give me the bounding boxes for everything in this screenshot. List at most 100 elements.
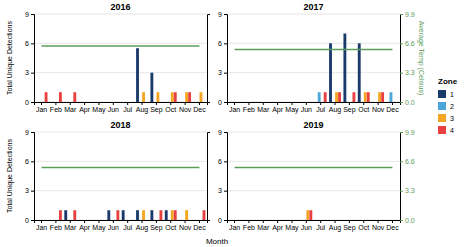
tick-label: Jan [36, 106, 47, 113]
bar [82, 220, 85, 221]
tick-mark [248, 220, 249, 223]
bar [174, 92, 177, 102]
bar [329, 220, 332, 221]
tick: Sep [150, 220, 163, 232]
bar [372, 220, 375, 221]
bar [42, 220, 45, 221]
bar [272, 220, 275, 221]
tick-mark [224, 102, 227, 103]
bar [88, 102, 91, 103]
bar-series [306, 210, 309, 220]
bar [292, 102, 295, 103]
tick-label: 0.0 [405, 99, 415, 106]
plot-area [235, 168, 393, 220]
bar [275, 220, 278, 221]
bar-series [142, 92, 202, 102]
bar [238, 220, 241, 221]
tick-label: 0 [25, 217, 29, 224]
bar [303, 220, 306, 221]
tick-label: 3.3 [405, 69, 415, 76]
tick-mark [400, 191, 403, 192]
bar [128, 220, 131, 221]
bar [125, 220, 128, 221]
tick-mark [224, 161, 227, 162]
legend-swatch [438, 114, 446, 122]
tick: Jul [123, 220, 132, 231]
tick-mark [349, 102, 350, 105]
bar [153, 102, 156, 103]
bar [197, 220, 200, 221]
bar [128, 102, 131, 103]
panel: JanFebMarAprMayJunJulAugSepOctNovDec0369 [25, 11, 210, 114]
tick: 3 [25, 187, 34, 194]
tick: Oct [165, 220, 176, 231]
bar [200, 220, 203, 221]
tick: 3 [25, 69, 34, 76]
axis-line [228, 103, 401, 106]
tick-label: Apr [79, 224, 91, 232]
bar [96, 102, 99, 103]
bar [346, 102, 349, 103]
bar [361, 220, 364, 221]
bar [306, 102, 309, 103]
tick-mark [41, 102, 42, 105]
bar [171, 92, 174, 102]
tick-label: Feb [243, 106, 255, 113]
tick-mark [277, 220, 278, 223]
grid [227, 132, 400, 220]
tick-label: Apr [272, 224, 284, 232]
tick-mark [234, 102, 235, 105]
bar [246, 102, 249, 103]
bar [79, 102, 82, 103]
tick-mark [170, 102, 171, 105]
tick-label: Apr [272, 106, 284, 114]
axis-line [31, 133, 35, 221]
tick-mark [400, 220, 403, 221]
tick-mark [234, 220, 235, 223]
bar [390, 92, 393, 102]
bar-series [324, 92, 384, 102]
bar [131, 102, 134, 103]
legend-label: 3 [450, 115, 454, 122]
bar [85, 220, 88, 221]
bar [153, 220, 156, 221]
bar [300, 220, 303, 221]
bar [263, 102, 266, 103]
bar [142, 92, 145, 102]
grid [34, 14, 207, 102]
bar [343, 220, 346, 221]
axis-line [224, 15, 228, 103]
panel-title: 2017 [303, 2, 323, 12]
bar [107, 102, 110, 103]
bar [309, 102, 312, 103]
bar [246, 220, 249, 221]
bar [289, 102, 292, 103]
y-axis: 0369 [25, 129, 34, 224]
bar [88, 220, 91, 221]
y-axis: 0369 [25, 11, 34, 106]
bar [281, 220, 284, 221]
tick-mark [142, 220, 143, 223]
bar-series [45, 92, 191, 102]
x-axis: JanFebMarAprMayJunJulAugSepOctNovDec [228, 220, 401, 232]
tick: Dec [193, 220, 206, 231]
bar [96, 220, 99, 221]
bar [361, 102, 364, 103]
tick: Jun [108, 220, 119, 231]
tick: 9 [218, 129, 227, 136]
y2-axis: 0.03.36.69.9 [400, 129, 415, 224]
bar [332, 220, 335, 221]
tick-mark [400, 132, 403, 133]
bar [93, 220, 96, 221]
bar [156, 92, 159, 102]
tick-label: Jun [301, 224, 312, 231]
bar [36, 220, 39, 221]
bar [70, 220, 73, 221]
bar [324, 92, 327, 102]
tick-mark [127, 220, 128, 223]
tick-mark [224, 220, 227, 221]
axis-line [224, 133, 228, 221]
tick: 6 [218, 158, 227, 165]
axis-line [208, 133, 211, 221]
tick: 9.9 [400, 129, 415, 136]
